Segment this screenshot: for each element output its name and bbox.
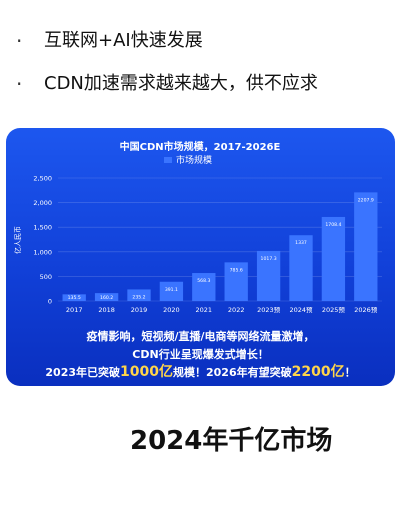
chart-card: 中国CDN市场规模，2017-2026E 市场规模亿人民币 0 500 1,000 1,5… [6,128,395,386]
bullet-item-1: · 互联网+AI快速发展 [0,21,400,61]
x-tick-label: 2026预 [354,305,378,314]
bullet-text: CDN加速需求越来越大，供不应求 [44,73,318,94]
legend-swatch [164,157,172,163]
bar [94,293,119,301]
bar-data-label: 1708.4 [325,222,341,228]
y-tick-label: 1,000 [33,248,52,256]
x-tick-label: 2025预 [322,305,346,314]
bar-data-label: 568.3 [197,278,210,284]
bar [159,281,184,301]
x-tick-label: 2023预 [257,305,281,314]
bullet-marker: · [16,29,23,53]
bar-data-label: 1337 [295,240,307,246]
bar-data-label: 160.2 [100,295,113,301]
bar [256,250,281,301]
y-tick-label: 2,500 [33,175,52,183]
footer-line-2: CDN行业呈现爆发式增长！ [132,348,269,361]
x-tick-label: 2020 [163,306,180,314]
y-tick-label: 1,500 [33,224,52,232]
bar-data-label: 2207.9 [358,197,374,203]
x-tick-label: 2019 [131,306,148,314]
footer-highlight-2: 2200亿 [291,364,345,380]
bullet-text: 互联网+AI快速发展 [44,30,203,51]
y-tick-label: 0 [48,298,52,306]
bar-data-label: 235.2 [132,294,145,300]
bar-data-label: 1017.3 [261,256,277,262]
bar-data-label: 785.6 [230,267,243,273]
footer-suffix: ！ [344,366,356,379]
footer-prefix: 2023年已突破 [45,366,121,379]
y-tick-label: 500 [40,273,52,281]
bar [289,235,313,301]
bar [127,289,151,301]
bullet-marker: · [16,72,23,96]
x-tick-label: 2021 [196,306,213,314]
x-tick-label: 2022 [228,306,245,314]
footer-middle: 规模！2026年有望突破 [173,366,292,379]
footer-highlight-1: 1000亿 [120,364,173,380]
bar [62,294,86,301]
x-tick-label: 2017 [66,306,83,314]
legend-label: 市场规模 [176,154,212,166]
page-heading: 2024年千亿市场 [130,426,333,456]
x-tick-label: 2024预 [289,305,313,314]
bullet-item-2: · CDN加速需求越来越大，供不应求 [0,64,400,104]
y-axis-label: 亿人民币 [13,226,22,254]
y-tick-label: 2,000 [33,199,52,207]
bar-data-label: 391.1 [165,287,178,293]
bar [354,192,378,301]
bar [192,273,216,301]
footer-line-3: 2023年已突破1000亿规模！2026年有望突破2200亿！ [6,361,395,381]
footer-line-1: 疫情影响，短视频/直播/电商等网络流量激增， [86,330,315,343]
chart-title: 中国CDN市场规模，2017-2026E [120,140,281,153]
bar-data-label: 135.5 [68,295,81,301]
bar [321,216,346,301]
bar [224,262,248,301]
x-tick-label: 2018 [98,306,115,314]
